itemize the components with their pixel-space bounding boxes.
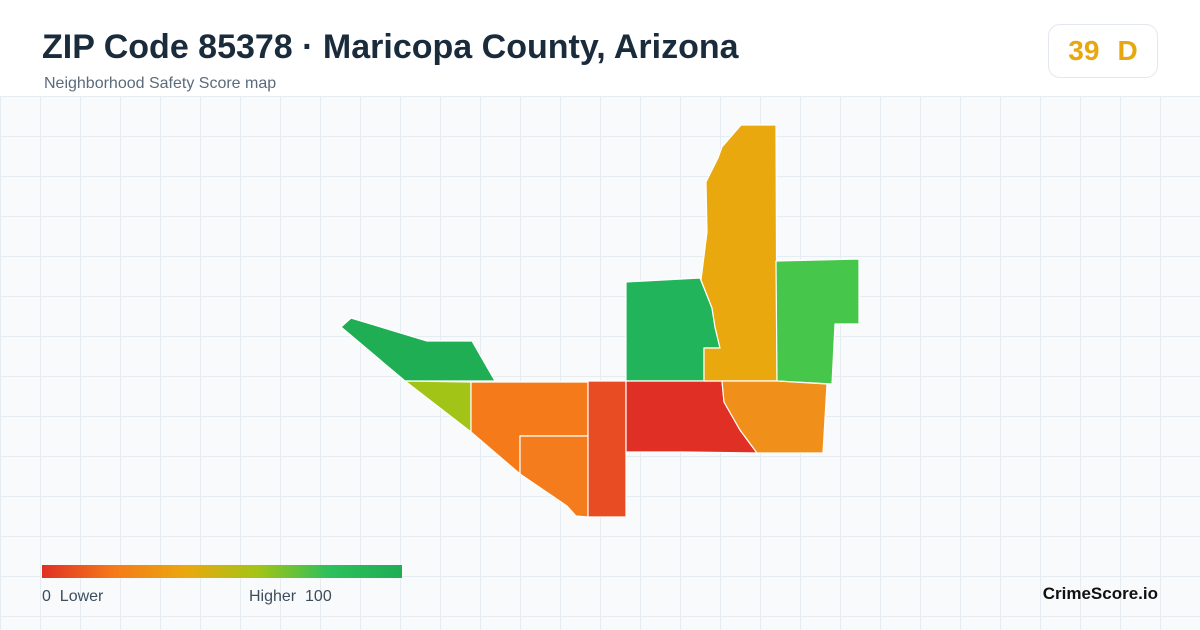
- map-region-west-wedge[interactable]: [404, 380, 472, 433]
- score-value: 39: [1068, 35, 1100, 66]
- map-region-east-south[interactable]: [721, 380, 828, 454]
- score-grade: D: [1117, 35, 1138, 66]
- legend-high-label: Higher: [249, 588, 297, 605]
- map-region-east-north[interactable]: [775, 258, 860, 385]
- map-region-south-central[interactable]: [519, 435, 589, 518]
- page-title: ZIP Code 85378 · Maricopa County, Arizon…: [42, 28, 739, 66]
- legend-low: 0 Lower: [42, 588, 103, 606]
- map-region-south-strip[interactable]: [587, 380, 627, 518]
- legend-high: Higher 100: [249, 588, 332, 606]
- legend-high-value: 100: [305, 588, 332, 605]
- map-area[interactable]: [0, 96, 1200, 630]
- page-subtitle: Neighborhood Safety Score map: [44, 75, 277, 92]
- legend-low-value: 0: [42, 588, 51, 605]
- map-region-northwest-strip[interactable]: [340, 317, 496, 382]
- header: ZIP Code 85378 · Maricopa County, Arizon…: [0, 0, 1200, 96]
- legend-low-label: Lower: [59, 588, 104, 605]
- brand-logo[interactable]: CrimeScore.io: [1042, 584, 1158, 603]
- legend-color-bar: [42, 565, 402, 578]
- score-badge: 39 D: [1048, 24, 1158, 78]
